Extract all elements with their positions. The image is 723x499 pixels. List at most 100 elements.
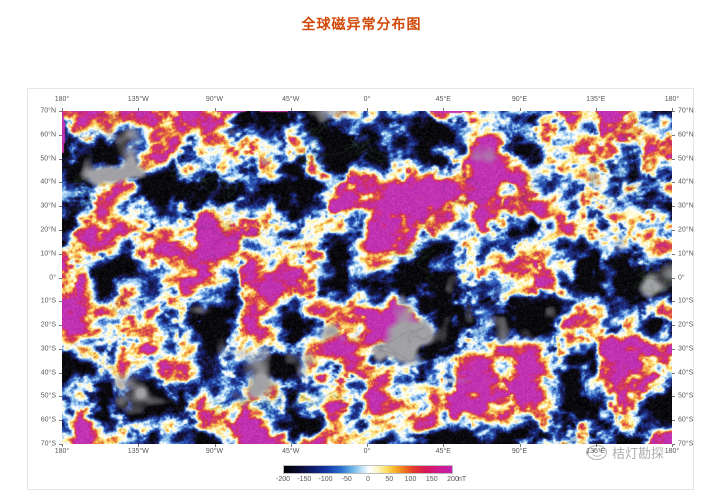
colorbar-tick-label: -100 bbox=[318, 476, 333, 483]
lon-tick-mark-bottom bbox=[62, 444, 63, 447]
watermark-text: 桔灯勘探 bbox=[612, 447, 665, 462]
lat-tick-label-left: 20°N bbox=[40, 226, 56, 234]
lon-tick-label-bottom: 90°E bbox=[511, 448, 528, 455]
lat-tick-mark-left bbox=[59, 372, 62, 374]
lat-tick-mark-right bbox=[672, 158, 675, 160]
lon-tick-label-top: 90°W bbox=[205, 96, 224, 103]
lat-tick-mark-left bbox=[59, 277, 62, 279]
lon-tick-mark-top bbox=[214, 108, 216, 111]
colorbar: -200 -150 -100 -50 0 50 100 150 200 nT bbox=[276, 465, 466, 489]
lon-tick-mark-bottom bbox=[595, 444, 597, 447]
lat-tick-mark-right bbox=[672, 182, 675, 184]
lon-tick-mark-top bbox=[519, 108, 521, 111]
lon-tick-label-top: 180° bbox=[664, 96, 680, 103]
lat-tick-label-right: 70°S bbox=[678, 440, 694, 448]
lat-tick-mark-right bbox=[672, 229, 675, 231]
lon-tick-mark-top bbox=[138, 108, 140, 111]
lon-tick-mark-bottom bbox=[290, 444, 292, 447]
lat-tick-label-left: 60°S bbox=[40, 416, 56, 424]
lon-tick-label-top: 180° bbox=[54, 96, 70, 103]
lat-tick-label-left: 40°N bbox=[40, 178, 56, 186]
lat-tick-label-left: 10°N bbox=[40, 250, 56, 258]
lamp-face-logo-icon bbox=[586, 444, 608, 461]
lat-tick-label-left: 30°N bbox=[40, 202, 56, 210]
colorbar-unit-label: nT bbox=[458, 476, 467, 483]
lat-tick-mark-right bbox=[672, 444, 675, 445]
lon-tick-mark-top bbox=[672, 108, 673, 111]
lat-tick-label-right: 20°N bbox=[678, 226, 694, 234]
lat-tick-mark-left bbox=[59, 111, 62, 112]
lat-tick-label-right: 40°N bbox=[678, 178, 694, 186]
lon-tick-label-top: 45°E bbox=[435, 96, 451, 103]
lat-tick-label-right: 60°N bbox=[678, 131, 694, 139]
colorbar-tick-label: 50 bbox=[385, 476, 394, 483]
lat-tick-label-left: 50°S bbox=[40, 392, 56, 400]
lat-tick-mark-left bbox=[59, 206, 62, 208]
lat-tick-mark-left bbox=[59, 420, 62, 422]
lon-tick-label-bottom: 135°W bbox=[127, 448, 149, 455]
lat-tick-mark-left bbox=[59, 301, 62, 303]
lon-tick-label-bottom: 45°W bbox=[282, 448, 300, 455]
lat-tick-label-right: 50°S bbox=[678, 392, 694, 400]
lon-tick-label-bottom: 180° bbox=[54, 448, 70, 455]
lat-tick-mark-right bbox=[672, 301, 675, 303]
lon-tick-label-top: 90°E bbox=[511, 96, 528, 103]
lat-tick-mark-right bbox=[672, 420, 675, 422]
lat-tick-label-right: 30°N bbox=[678, 202, 694, 210]
lon-tick-mark-top bbox=[367, 108, 368, 111]
colorbar-tick-label: 100 bbox=[404, 476, 417, 483]
lat-tick-mark-left bbox=[59, 158, 62, 160]
lon-tick-label-top: 135°W bbox=[127, 96, 149, 103]
lat-tick-mark-left bbox=[59, 325, 62, 327]
colorbar-tick-label: -50 bbox=[341, 476, 352, 483]
lon-tick-mark-top bbox=[62, 108, 63, 111]
lat-tick-label-right: 40°S bbox=[678, 369, 694, 377]
lon-tick-label-bottom: 180° bbox=[664, 448, 680, 455]
lon-tick-label-top: 0° bbox=[363, 96, 371, 103]
lat-tick-label-left: 70°S bbox=[40, 440, 56, 448]
lat-tick-label-left: 50°N bbox=[40, 155, 56, 163]
lat-tick-label-right: 0° bbox=[678, 274, 685, 281]
lat-tick-mark-right bbox=[672, 206, 675, 208]
lat-tick-label-right: 20°S bbox=[678, 321, 694, 329]
lat-tick-mark-left bbox=[59, 396, 62, 398]
colorbar-tick-label: -150 bbox=[297, 476, 312, 483]
lon-tick-mark-top bbox=[595, 108, 597, 111]
lon-tick-mark-top bbox=[290, 108, 292, 111]
colorbar-gradient bbox=[283, 465, 453, 474]
lat-tick-label-right: 60°S bbox=[678, 416, 694, 424]
watermark: 桔灯勘探 bbox=[586, 443, 664, 462]
lat-tick-mark-right bbox=[672, 134, 675, 136]
lon-tick-mark-top bbox=[443, 108, 445, 111]
lat-tick-label-left: 10°S bbox=[40, 297, 56, 305]
colorbar-tick-label: -200 bbox=[275, 476, 291, 483]
lat-tick-mark-right bbox=[672, 111, 675, 112]
lon-tick-mark-bottom bbox=[443, 444, 445, 447]
lon-tick-mark-bottom bbox=[672, 444, 673, 447]
colorbar-tick-label: 0 bbox=[366, 476, 370, 483]
map-raster bbox=[62, 111, 672, 444]
colorbar-tick-label: 200 bbox=[447, 476, 459, 483]
lon-tick-label-bottom: 135°E bbox=[586, 448, 606, 455]
lat-tick-label-left: 30°S bbox=[40, 345, 56, 353]
lon-tick-label-bottom: 0° bbox=[363, 448, 371, 455]
lat-tick-label-left: 60°N bbox=[40, 131, 56, 139]
lat-tick-mark-right bbox=[672, 277, 675, 279]
lat-tick-label-left: 20°S bbox=[40, 321, 56, 329]
lon-tick-label-top: 135°E bbox=[586, 96, 606, 103]
lat-tick-mark-right bbox=[672, 325, 675, 327]
lat-tick-mark-right bbox=[672, 348, 675, 350]
lat-tick-mark-right bbox=[672, 396, 675, 398]
lat-tick-mark-left bbox=[59, 134, 62, 136]
lat-tick-label-left: 70°N bbox=[40, 107, 56, 115]
lat-tick-label-right: 30°S bbox=[678, 345, 694, 353]
lat-tick-mark-right bbox=[672, 372, 675, 374]
global-magnetic-anomaly-map bbox=[62, 111, 672, 444]
lon-tick-mark-bottom bbox=[519, 444, 521, 447]
lat-tick-label-right: 70°N bbox=[678, 107, 694, 115]
lon-tick-mark-bottom bbox=[138, 444, 140, 447]
lat-tick-label-right: 10°N bbox=[678, 250, 694, 258]
lon-tick-mark-bottom bbox=[367, 444, 368, 447]
lat-tick-mark-left bbox=[59, 444, 62, 445]
page-title: 全球磁异常分布图 bbox=[301, 17, 422, 33]
